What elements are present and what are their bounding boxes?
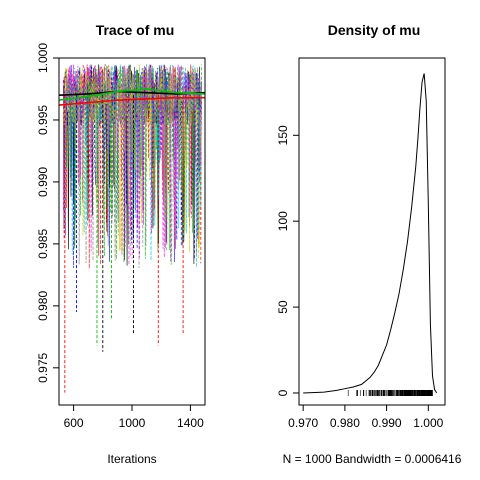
density-y-tick-label: 100	[276, 211, 290, 231]
trace-chain-line	[63, 64, 202, 259]
trace-x-tick-label: 1400	[177, 416, 204, 430]
trace-y-tick-label: 0.980	[36, 291, 50, 321]
trace-y-tick-label: 0.975	[36, 352, 50, 382]
density-x-tick-label: 0.970	[288, 416, 318, 430]
trace-x-axis: 600 1000 1400	[64, 404, 204, 430]
trace-y-axis: 0.975 0.980 0.985 0.990 0.995 1.000	[36, 43, 59, 383]
density-rug	[347, 389, 433, 396]
density-panel: Density of mu 0.970 0.980 0.990 1.000 0 50 10…	[276, 22, 462, 466]
density-x-label: N = 1000 Bandwidth = 0.0006416	[283, 452, 462, 466]
trace-chain-line	[63, 64, 202, 265]
trace-chain-line	[63, 64, 202, 269]
density-plot-area	[303, 73, 438, 396]
trace-smooth-line	[58, 90, 206, 96]
trace-y-tick-label: 0.995	[36, 105, 50, 135]
density-x-tick-label: 0.980	[330, 416, 360, 430]
trace-y-tick-label: 0.990	[36, 167, 50, 197]
density-y-tick-label: 150	[276, 125, 290, 145]
trace-panel: Trace of mu 600 1000 1400 0.9750.9800.9850…	[36, 22, 206, 466]
density-y-tick-label: 50	[276, 300, 290, 314]
density-curve	[303, 73, 438, 394]
density-x-tick-label: 1.000	[413, 416, 443, 430]
trace-smooth-line	[58, 88, 206, 101]
trace-smooth-line	[58, 96, 205, 106]
density-title: Density of mu	[328, 22, 421, 38]
trace-plot-area	[58, 63, 206, 393]
density-x-axis: 0.970 0.980 0.990 1.000	[288, 404, 444, 430]
density-y-axis: 0 50 100 150	[276, 125, 299, 396]
density-frame	[298, 57, 446, 406]
trace-y-tick-label: 1.000	[36, 43, 50, 73]
trace-x-tick-label: 600	[64, 416, 84, 430]
trace-x-label: Iterations	[107, 452, 156, 466]
density-y-tick-label: 0	[276, 389, 290, 396]
trace-title: Trace of mu	[96, 22, 175, 38]
trace-chain-line	[63, 63, 202, 268]
trace-x-tick-label: 1000	[119, 416, 146, 430]
density-x-tick-label: 0.990	[372, 416, 402, 430]
trace-y-tick-label: 0.985	[36, 229, 50, 259]
